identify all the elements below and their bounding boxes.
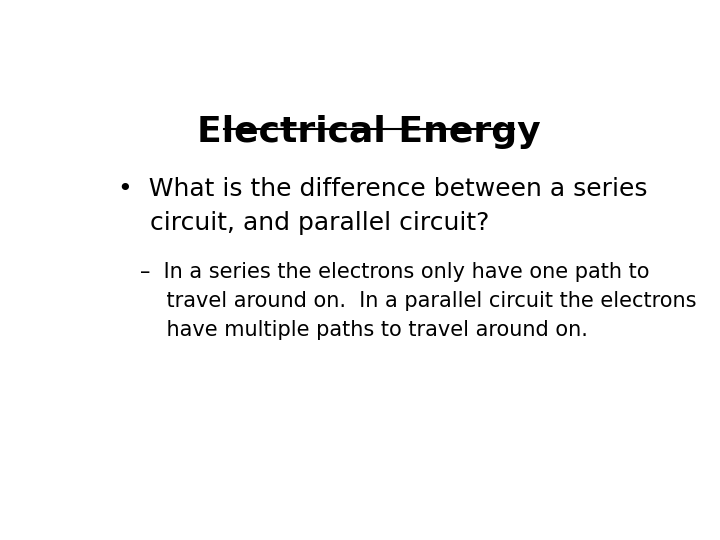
Text: have multiple paths to travel around on.: have multiple paths to travel around on. [140, 320, 588, 340]
Text: circuit, and parallel circuit?: circuit, and parallel circuit? [118, 211, 490, 235]
Text: Electrical Energy: Electrical Energy [197, 114, 541, 148]
Text: travel around on.  In a parallel circuit the electrons: travel around on. In a parallel circuit … [140, 291, 697, 311]
Text: –  In a series the electrons only have one path to: – In a series the electrons only have on… [140, 262, 649, 282]
Text: •  What is the difference between a series: • What is the difference between a serie… [118, 177, 647, 201]
